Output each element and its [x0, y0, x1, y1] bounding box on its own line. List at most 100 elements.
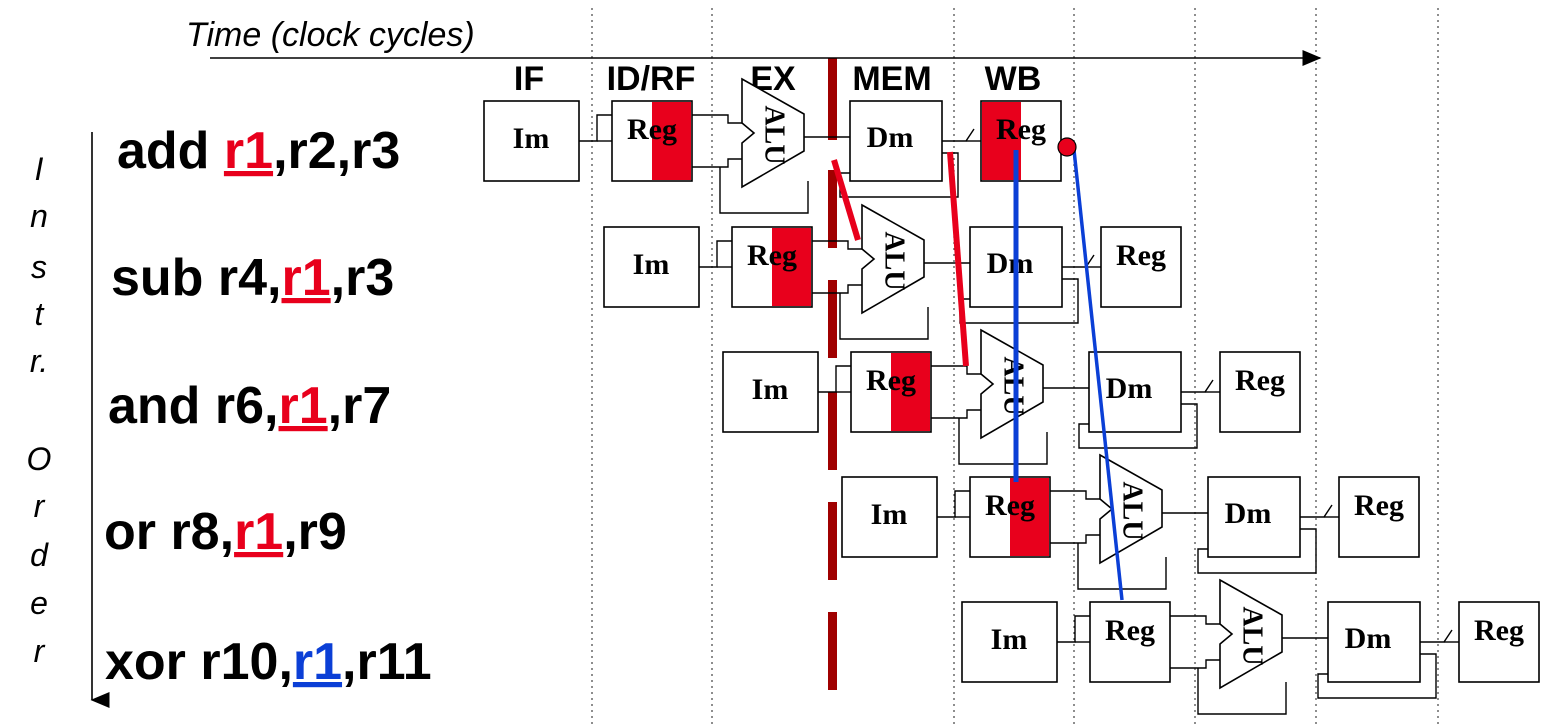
reg-writeback-block-label: Reg — [1116, 239, 1166, 272]
reg-block: Reg — [731, 226, 813, 308]
alu-block: ALU — [980, 328, 1044, 440]
alu-block: ALU — [861, 203, 925, 315]
stage-header: WB — [985, 60, 1042, 98]
cycle-boundary-segment — [828, 170, 837, 248]
alu-block-label: ALU — [1117, 481, 1148, 540]
order-axis-letter: r — [34, 633, 46, 669]
alu-block-label: ALU — [759, 105, 790, 164]
instruction-label: xor r10,r1,r11 — [105, 633, 432, 691]
cycle-boundary-segment — [828, 612, 837, 690]
instruction-label: sub r4,r1,r3 — [111, 249, 394, 307]
im-block-label: Im — [871, 498, 908, 531]
reg-block-label: Reg — [1105, 614, 1155, 647]
pipeline-row: Im Reg ALU Dm Reg — [961, 578, 1540, 715]
im-block-label: Im — [513, 122, 550, 155]
dependent-register: r1 — [282, 249, 331, 307]
reg-block: Reg — [1089, 601, 1171, 683]
order-axis-letter: t — [35, 296, 45, 332]
im-block-label: Im — [633, 248, 670, 281]
register-file-dependency-line — [1072, 149, 1124, 601]
instruction-label: or r8,r1,r9 — [104, 503, 347, 561]
dependent-register: r1 — [224, 122, 273, 180]
reg-writeback-block-label: Reg — [1235, 364, 1285, 397]
alu-block: ALU — [1219, 578, 1283, 690]
cycle-boundary-dashed-line — [828, 58, 837, 690]
order-axis-letter: e — [30, 585, 48, 621]
alu-block: ALU — [741, 77, 805, 189]
instruction-prefix: add — [117, 122, 224, 180]
reg-writeback-block: Reg — [980, 100, 1062, 182]
alu-block-label: ALU — [879, 231, 910, 290]
instruction-label: and r6,r1,r7 — [108, 377, 391, 435]
stage-header: MEM — [852, 60, 931, 98]
reg-writeback-block-label: Reg — [996, 113, 1046, 146]
cycle-boundary-segment — [828, 502, 837, 580]
dm-block-label: Dm — [987, 247, 1034, 280]
im-block: Im — [722, 351, 819, 433]
im-block: Im — [603, 226, 700, 308]
reg-writeback-block: Reg — [1338, 476, 1420, 558]
order-axis-letter: n — [30, 198, 48, 234]
reg-block: Reg — [611, 100, 693, 182]
reg-block-label: Reg — [627, 113, 677, 146]
dm-block: Dm — [1207, 476, 1301, 558]
svg-text:add r1,r2,r3: add r1,r2,r3 — [117, 122, 400, 180]
reg-writeback-block: Reg — [1100, 226, 1182, 308]
im-block-label: Im — [752, 373, 789, 406]
svg-text:xor r10,r1,r11: xor r10,r1,r11 — [105, 633, 432, 691]
order-axis-letter: O — [27, 441, 52, 477]
order-axis-letter: s — [31, 249, 47, 285]
instruction-suffix: ,r7 — [328, 377, 392, 435]
instruction-suffix: ,r9 — [283, 503, 347, 561]
instruction-prefix: xor r10, — [105, 633, 293, 691]
forwarding-line — [831, 159, 861, 241]
cycle-boundary-segment — [828, 392, 837, 470]
reg-block: Reg — [850, 351, 932, 433]
pipeline-row: Im Reg ALU Dm Reg — [841, 453, 1420, 590]
cycle-boundary-segment — [828, 58, 837, 140]
alu-block-label: ALU — [998, 356, 1029, 415]
stage-headers: IF ID/RF EX MEM WB — [514, 60, 1041, 98]
order-axis-letter: r. — [30, 343, 48, 379]
dependency-lines — [831, 137, 1124, 601]
instruction-prefix: and r6, — [108, 377, 279, 435]
cycle-boundary-segment — [828, 280, 837, 358]
stage-header: IF — [514, 60, 544, 98]
dm-block-label: Dm — [1106, 372, 1153, 405]
reg-writeback-block-label: Reg — [1354, 489, 1404, 522]
instruction-suffix: ,r3 — [331, 249, 395, 307]
dependent-register: r1 — [234, 503, 283, 561]
forwarding-line — [947, 151, 969, 367]
reg-writeback-block: Reg — [1458, 601, 1540, 683]
write-result-dot — [1057, 137, 1077, 157]
instruction-suffix: ,r11 — [342, 633, 432, 691]
svg-text:or r8,r1,r9: or r8,r1,r9 — [104, 503, 347, 561]
reg-block: Reg — [969, 476, 1051, 558]
im-block-label: Im — [991, 623, 1028, 656]
svg-text:sub r4,r1,r3: sub r4,r1,r3 — [111, 249, 394, 307]
reg-block-label: Reg — [985, 489, 1035, 522]
time-axis-label: Time (clock cycles) — [186, 16, 475, 54]
im-block: Im — [841, 476, 938, 558]
reg-block-label: Reg — [866, 364, 916, 397]
stage-header: ID/RF — [607, 60, 696, 98]
instruction-prefix: sub r4, — [111, 249, 282, 307]
order-axis-letter: r — [34, 488, 46, 524]
im-block: Im — [961, 601, 1058, 683]
cycle-gridlines — [591, 8, 1439, 728]
pipeline-row: Im Reg ALU Dm Reg — [722, 328, 1301, 465]
instruction-label: add r1,r2,r3 — [117, 122, 400, 180]
instruction-suffix: ,r2,r3 — [273, 122, 400, 180]
im-block: Im — [483, 100, 580, 182]
dm-block-label: Dm — [867, 121, 914, 154]
svg-text:and r6,r1,r7: and r6,r1,r7 — [108, 377, 391, 435]
dm-block-label: Dm — [1345, 622, 1392, 655]
pipeline-row: Im Reg ALU Dm Reg — [483, 77, 1062, 214]
reg-writeback-block: Reg — [1219, 351, 1301, 433]
dm-block: Dm — [1327, 601, 1421, 683]
pipeline-row: Im Reg ALU Dm Reg — [603, 203, 1182, 340]
